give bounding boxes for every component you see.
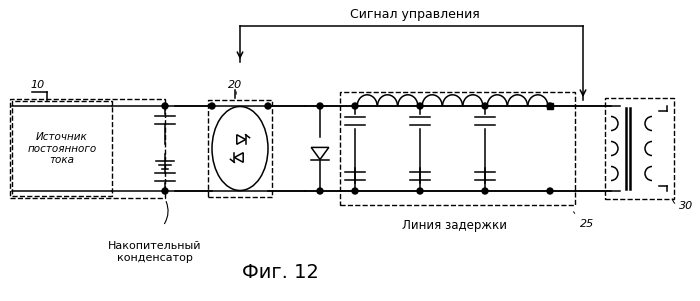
Bar [12, 101, 112, 196]
Circle shape [162, 103, 168, 109]
Circle shape [352, 103, 358, 109]
Bar [605, 98, 674, 199]
Text: Сигнал управления: Сигнал управления [350, 8, 480, 21]
Text: 20: 20 [228, 80, 242, 90]
Text: Накопительный
конденсатор: Накопительный конденсатор [108, 241, 202, 262]
Circle shape [547, 103, 553, 109]
Bar [208, 100, 272, 197]
Text: Источник
постоянного
тока: Источник постоянного тока [27, 132, 97, 165]
Text: 25: 25 [580, 219, 594, 229]
Text: 30: 30 [679, 201, 693, 211]
Bar [340, 92, 575, 205]
Circle shape [317, 103, 323, 109]
Bar [547, 103, 553, 109]
Polygon shape [237, 135, 246, 144]
Circle shape [352, 188, 358, 194]
Polygon shape [234, 153, 243, 162]
Text: Фиг. 12: Фиг. 12 [241, 263, 318, 283]
Circle shape [265, 103, 271, 109]
Text: Линия задержки: Линия задержки [402, 219, 507, 232]
Bar [10, 99, 165, 198]
Circle shape [417, 188, 423, 194]
Circle shape [317, 188, 323, 194]
Text: 10: 10 [30, 80, 44, 90]
Circle shape [417, 103, 423, 109]
Circle shape [482, 188, 488, 194]
Circle shape [209, 103, 215, 109]
Polygon shape [312, 147, 329, 160]
Ellipse shape [212, 107, 268, 191]
Circle shape [547, 188, 553, 194]
Circle shape [482, 103, 488, 109]
Circle shape [162, 188, 168, 194]
